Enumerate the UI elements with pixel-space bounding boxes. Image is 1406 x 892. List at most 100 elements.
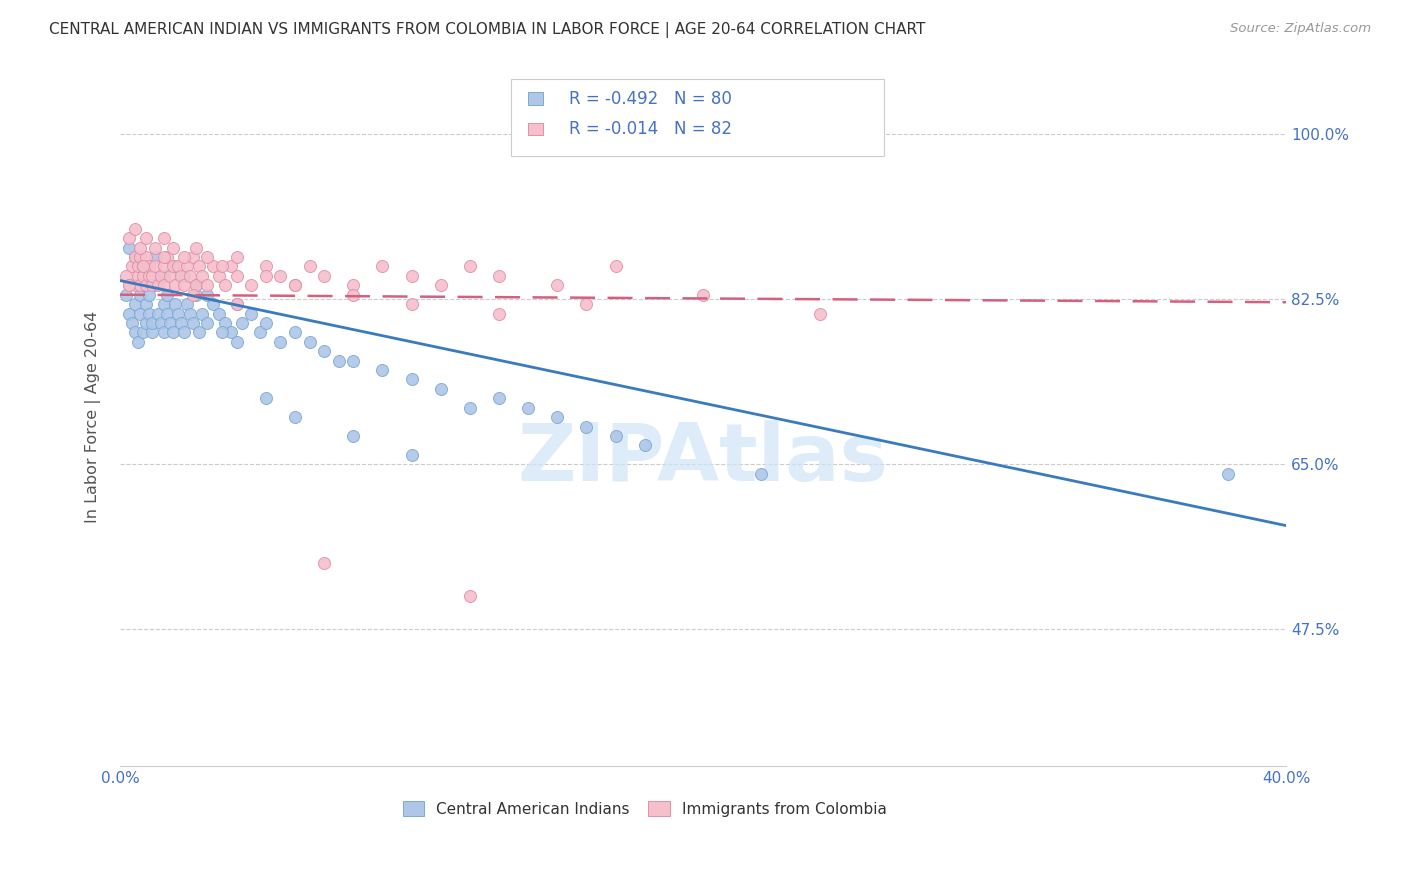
FancyBboxPatch shape bbox=[529, 92, 543, 104]
Point bbox=[371, 363, 394, 377]
Point bbox=[401, 297, 423, 311]
Point bbox=[284, 278, 307, 293]
Point bbox=[179, 306, 201, 320]
Point bbox=[118, 278, 141, 293]
Point bbox=[808, 306, 831, 320]
Point bbox=[254, 316, 277, 330]
Point bbox=[342, 278, 364, 293]
Point bbox=[231, 316, 253, 330]
Point bbox=[143, 278, 166, 293]
Point bbox=[124, 250, 146, 264]
Point bbox=[190, 306, 212, 320]
Point bbox=[219, 260, 242, 274]
Point bbox=[184, 278, 207, 293]
Point bbox=[429, 278, 451, 293]
Point bbox=[115, 287, 138, 301]
Point bbox=[170, 316, 193, 330]
Legend: Central American Indians, Immigrants from Colombia: Central American Indians, Immigrants fro… bbox=[395, 794, 894, 824]
Point bbox=[141, 316, 163, 330]
Point bbox=[127, 334, 149, 349]
Point bbox=[129, 278, 152, 293]
Point bbox=[135, 278, 157, 293]
Point bbox=[149, 268, 172, 283]
Point bbox=[190, 268, 212, 283]
Point bbox=[118, 306, 141, 320]
Point bbox=[488, 306, 510, 320]
Point bbox=[219, 326, 242, 340]
Point bbox=[143, 241, 166, 255]
Point bbox=[124, 326, 146, 340]
Point bbox=[156, 306, 179, 320]
Point bbox=[314, 268, 336, 283]
Point bbox=[488, 392, 510, 406]
Point bbox=[179, 268, 201, 283]
Point bbox=[181, 287, 204, 301]
Point bbox=[152, 231, 174, 245]
Point bbox=[129, 260, 152, 274]
Point bbox=[284, 410, 307, 425]
Point bbox=[269, 268, 291, 283]
Point bbox=[254, 268, 277, 283]
Point bbox=[342, 353, 364, 368]
Point bbox=[141, 268, 163, 283]
Point bbox=[152, 326, 174, 340]
Point bbox=[269, 334, 291, 349]
Point bbox=[197, 250, 219, 264]
Point bbox=[176, 297, 198, 311]
Point bbox=[173, 326, 195, 340]
Point bbox=[149, 316, 172, 330]
Point bbox=[132, 326, 155, 340]
Point bbox=[132, 260, 155, 274]
Point bbox=[211, 260, 233, 274]
Point bbox=[129, 306, 152, 320]
Point bbox=[127, 260, 149, 274]
Point bbox=[214, 316, 236, 330]
Point bbox=[517, 401, 540, 415]
Point bbox=[187, 326, 209, 340]
Point bbox=[129, 287, 152, 301]
Point bbox=[132, 260, 155, 274]
Point bbox=[197, 278, 219, 293]
Point bbox=[605, 260, 627, 274]
Point bbox=[138, 287, 160, 301]
Point bbox=[634, 438, 657, 452]
Point bbox=[146, 306, 169, 320]
Point bbox=[202, 260, 225, 274]
Point bbox=[132, 268, 155, 283]
Point bbox=[124, 221, 146, 235]
Point bbox=[240, 306, 263, 320]
Point bbox=[181, 316, 204, 330]
Point bbox=[162, 241, 184, 255]
Point bbox=[605, 429, 627, 443]
Point bbox=[141, 278, 163, 293]
Point bbox=[159, 316, 181, 330]
Point bbox=[143, 260, 166, 274]
Point bbox=[401, 372, 423, 386]
Point bbox=[127, 278, 149, 293]
Point bbox=[156, 250, 179, 264]
Point bbox=[162, 260, 184, 274]
Point bbox=[121, 260, 143, 274]
Point bbox=[165, 297, 187, 311]
Point bbox=[342, 287, 364, 301]
Point bbox=[342, 429, 364, 443]
Point bbox=[152, 250, 174, 264]
Point bbox=[143, 250, 166, 264]
Point bbox=[135, 316, 157, 330]
Point bbox=[115, 268, 138, 283]
Point bbox=[575, 419, 598, 434]
Point bbox=[401, 268, 423, 283]
Point bbox=[167, 306, 190, 320]
Text: CENTRAL AMERICAN INDIAN VS IMMIGRANTS FROM COLOMBIA IN LABOR FORCE | AGE 20-64 C: CENTRAL AMERICAN INDIAN VS IMMIGRANTS FR… bbox=[49, 22, 925, 38]
Point bbox=[170, 268, 193, 283]
Text: R = -0.014   N = 82: R = -0.014 N = 82 bbox=[569, 120, 733, 138]
Point bbox=[575, 297, 598, 311]
Point bbox=[124, 278, 146, 293]
Point bbox=[135, 297, 157, 311]
Point bbox=[488, 268, 510, 283]
Point bbox=[692, 287, 714, 301]
Point bbox=[184, 241, 207, 255]
Point bbox=[458, 260, 481, 274]
Point bbox=[124, 250, 146, 264]
Point bbox=[129, 241, 152, 255]
